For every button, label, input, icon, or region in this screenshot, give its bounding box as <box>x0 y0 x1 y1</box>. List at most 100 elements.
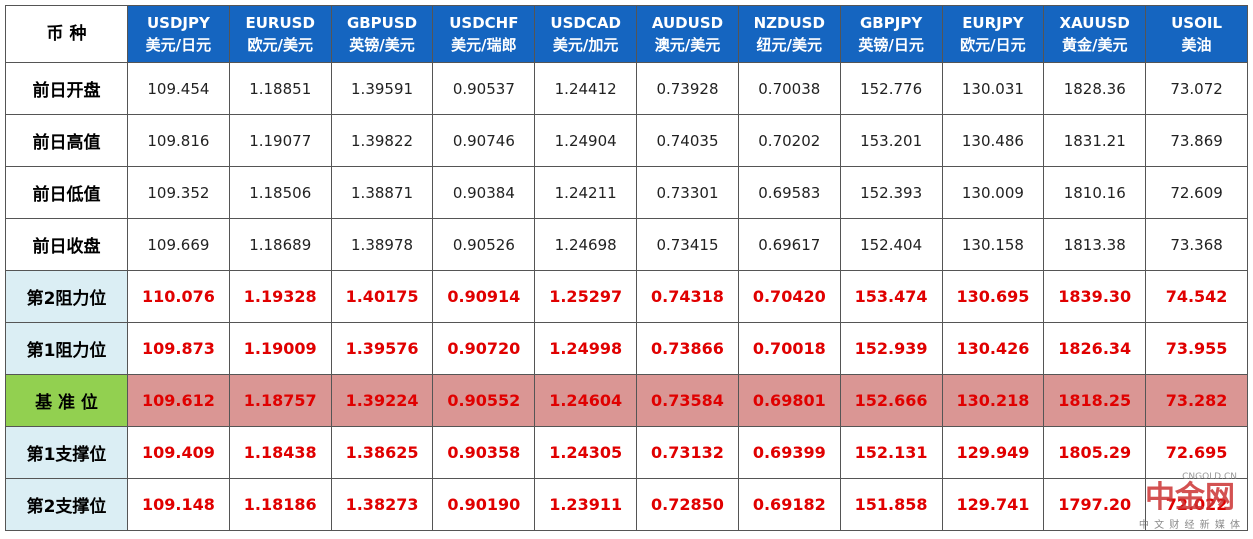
value-cell: 109.454 <box>127 62 230 115</box>
value-cell: 1.18757 <box>228 374 332 427</box>
value-cell: 1.24998 <box>534 322 638 375</box>
value-cell: 0.90537 <box>432 62 536 115</box>
row-label: 前日高值 <box>5 114 128 167</box>
value-cell: 129.741 <box>941 478 1045 531</box>
value-cell: 152.666 <box>839 374 943 427</box>
header-cell: USOIL 美油 <box>1145 5 1248 63</box>
value-cell: 1831.21 <box>1043 114 1147 167</box>
pair-name: 黄金/美元 <box>1061 36 1128 54</box>
value-cell: 0.74035 <box>636 114 739 167</box>
value-cell: 130.009 <box>941 166 1045 219</box>
value-cell: 1805.29 <box>1043 426 1147 479</box>
value-cell: 0.73132 <box>636 426 739 479</box>
row-label: 基 准 位 <box>5 374 128 427</box>
value-cell: 0.69801 <box>737 374 841 427</box>
value-cell: 130.426 <box>941 322 1045 375</box>
value-cell: 1826.34 <box>1043 322 1147 375</box>
header-cell: USDCAD 美元/加元 <box>534 5 638 63</box>
header-cell: AUDUSD 澳元/美元 <box>636 5 739 63</box>
value-cell: 152.939 <box>839 322 943 375</box>
value-cell: 153.201 <box>839 114 943 167</box>
value-cell: 73.955 <box>1145 322 1248 375</box>
value-cell: 0.69182 <box>737 478 841 531</box>
value-cell: 72.695 <box>1145 426 1248 479</box>
value-cell: 1.24305 <box>534 426 638 479</box>
value-cell: 1.24412 <box>534 62 638 115</box>
value-cell: 1797.20 <box>1043 478 1147 531</box>
value-cell: 1.18506 <box>228 166 332 219</box>
pair-name: 欧元/日元 <box>960 36 1026 54</box>
pair-name: 英镑/美元 <box>349 36 415 54</box>
value-cell: 1.24698 <box>534 218 638 271</box>
table-row: 第1支撑位 109.409 1.18438 1.38625 0.90358 1.24305… <box>5 426 1248 479</box>
value-cell: 109.409 <box>127 426 230 479</box>
value-cell: 0.70202 <box>737 114 841 167</box>
value-cell: 1.39822 <box>330 114 434 167</box>
header-cell: NZDUSD 纽元/美元 <box>737 5 841 63</box>
value-cell: 1.19009 <box>228 322 332 375</box>
row-label: 前日开盘 <box>5 62 128 115</box>
value-cell: 0.69583 <box>737 166 841 219</box>
table-row: 第2阻力位 110.076 1.19328 1.40175 0.90914 1.25297… <box>5 270 1248 323</box>
value-cell: 1.38625 <box>330 426 434 479</box>
value-cell: 130.695 <box>941 270 1045 323</box>
value-cell: 1.38273 <box>330 478 434 531</box>
value-cell: 0.72850 <box>636 478 739 531</box>
pair-name: 美油 <box>1181 36 1212 54</box>
value-cell: 1813.38 <box>1043 218 1147 271</box>
value-cell: 0.70018 <box>737 322 841 375</box>
row-label: 第2支撑位 <box>5 478 128 531</box>
header-cell: EURUSD 欧元/美元 <box>228 5 332 63</box>
row-label: 第1阻力位 <box>5 322 128 375</box>
value-cell: 109.669 <box>127 218 230 271</box>
value-cell: 72.609 <box>1145 166 1248 219</box>
value-cell: 152.393 <box>839 166 943 219</box>
pair-name: 澳元/美元 <box>654 36 721 54</box>
value-cell: 0.90746 <box>432 114 536 167</box>
value-cell: 109.352 <box>127 166 230 219</box>
table-row: 第2支撑位 109.148 1.18186 1.38273 0.90190 1.23911… <box>5 478 1248 531</box>
value-cell: 110.076 <box>127 270 230 323</box>
pair-code: AUDUSD <box>651 14 724 32</box>
pair-code: EURUSD <box>245 14 315 32</box>
header-row: 币 种 USDJPY 美元/日元 EURUSD 欧元/美元 GBPUSD 英镑/美元 USD… <box>5 5 1248 63</box>
value-cell: 0.90358 <box>432 426 536 479</box>
value-cell: 1.38871 <box>330 166 434 219</box>
value-cell: 73.072 <box>1145 62 1248 115</box>
value-cell: 0.69617 <box>737 218 841 271</box>
header-cell: GBPJPY 英镑/日元 <box>839 5 943 63</box>
header-cell: XAUUSD 黄金/美元 <box>1043 5 1147 63</box>
value-cell: 109.148 <box>127 478 230 531</box>
table-row: 前日低值 109.352 1.18506 1.38871 0.90384 1.24211 0… <box>5 166 1248 219</box>
value-cell: 0.90914 <box>432 270 536 323</box>
value-cell: 1.19077 <box>228 114 332 167</box>
value-cell: 152.131 <box>839 426 943 479</box>
pair-code: XAUUSD <box>1059 14 1130 32</box>
value-cell: 1.18186 <box>228 478 332 531</box>
watermark: CNGOLD.CN 中金网 中 文 财 经 新 媒 体 <box>1139 472 1241 531</box>
value-cell: 109.873 <box>127 322 230 375</box>
value-cell: 1.38978 <box>330 218 434 271</box>
value-cell: 1818.25 <box>1043 374 1147 427</box>
pair-name: 纽元/美元 <box>756 36 823 54</box>
value-cell: 74.542 <box>1145 270 1248 323</box>
value-cell: 152.404 <box>839 218 943 271</box>
pair-code: USDJPY <box>146 14 210 32</box>
value-cell: 1.24904 <box>534 114 638 167</box>
table-row: 前日收盘 109.669 1.18689 1.38978 0.90526 1.24698 0… <box>5 218 1248 271</box>
value-cell: 73.282 <box>1145 374 1248 427</box>
value-cell: 72.022 <box>1145 478 1248 531</box>
value-cell: 1839.30 <box>1043 270 1147 323</box>
value-cell: 0.73866 <box>636 322 739 375</box>
value-cell: 0.73584 <box>636 374 739 427</box>
value-cell: 1.19328 <box>228 270 332 323</box>
value-cell: 0.74318 <box>636 270 739 323</box>
value-cell: 1.40175 <box>330 270 434 323</box>
value-cell: 1810.16 <box>1043 166 1147 219</box>
value-cell: 1.23911 <box>534 478 638 531</box>
quote-table: 币 种 USDJPY 美元/日元 EURUSD 欧元/美元 GBPUSD 英镑/美元 USD… <box>5 5 1248 531</box>
value-cell: 1.24604 <box>534 374 638 427</box>
pair-name: 美元/瑞郎 <box>451 36 517 54</box>
value-cell: 129.949 <box>941 426 1045 479</box>
